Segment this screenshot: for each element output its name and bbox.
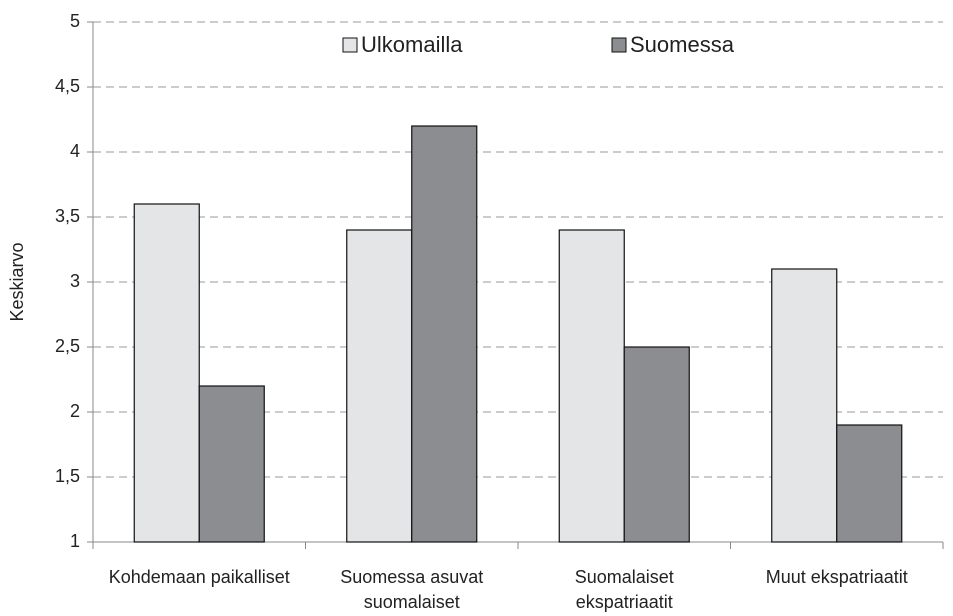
bar — [411, 125, 478, 543]
legend-label: Suomessa — [630, 32, 735, 57]
x-tick-label: Suomalaiset ekspatriaatit — [574, 567, 674, 612]
legend-swatch — [342, 37, 358, 53]
y-tick-label: 3,5 — [55, 206, 80, 226]
y-tick-label: 3 — [70, 271, 80, 291]
legend-label: Ulkomailla — [361, 32, 463, 57]
legend-swatch — [611, 37, 627, 53]
y-tick-label: 4 — [70, 141, 80, 161]
bar — [346, 229, 413, 543]
bar — [836, 424, 903, 543]
y-tick-label: 1,5 — [55, 466, 80, 486]
bar — [623, 346, 690, 543]
x-tick-label: Kohdemaan paikalliset — [108, 567, 290, 587]
y-tick-label: 5 — [70, 11, 80, 31]
bar — [771, 268, 838, 543]
bar — [558, 229, 625, 543]
x-tick-label: Muut ekspatriaatit — [765, 567, 908, 587]
y-tick-label: 4,5 — [55, 76, 80, 96]
bar — [133, 203, 200, 543]
x-tick-label: Suomessa asuvat suomalaiset — [340, 567, 484, 612]
y-tick-label: 2,5 — [55, 336, 80, 356]
y-axis-label: Keskiarvo — [7, 242, 27, 321]
bar — [198, 385, 265, 543]
y-tick-label: 1 — [70, 531, 80, 551]
y-tick-label: 2 — [70, 401, 80, 421]
